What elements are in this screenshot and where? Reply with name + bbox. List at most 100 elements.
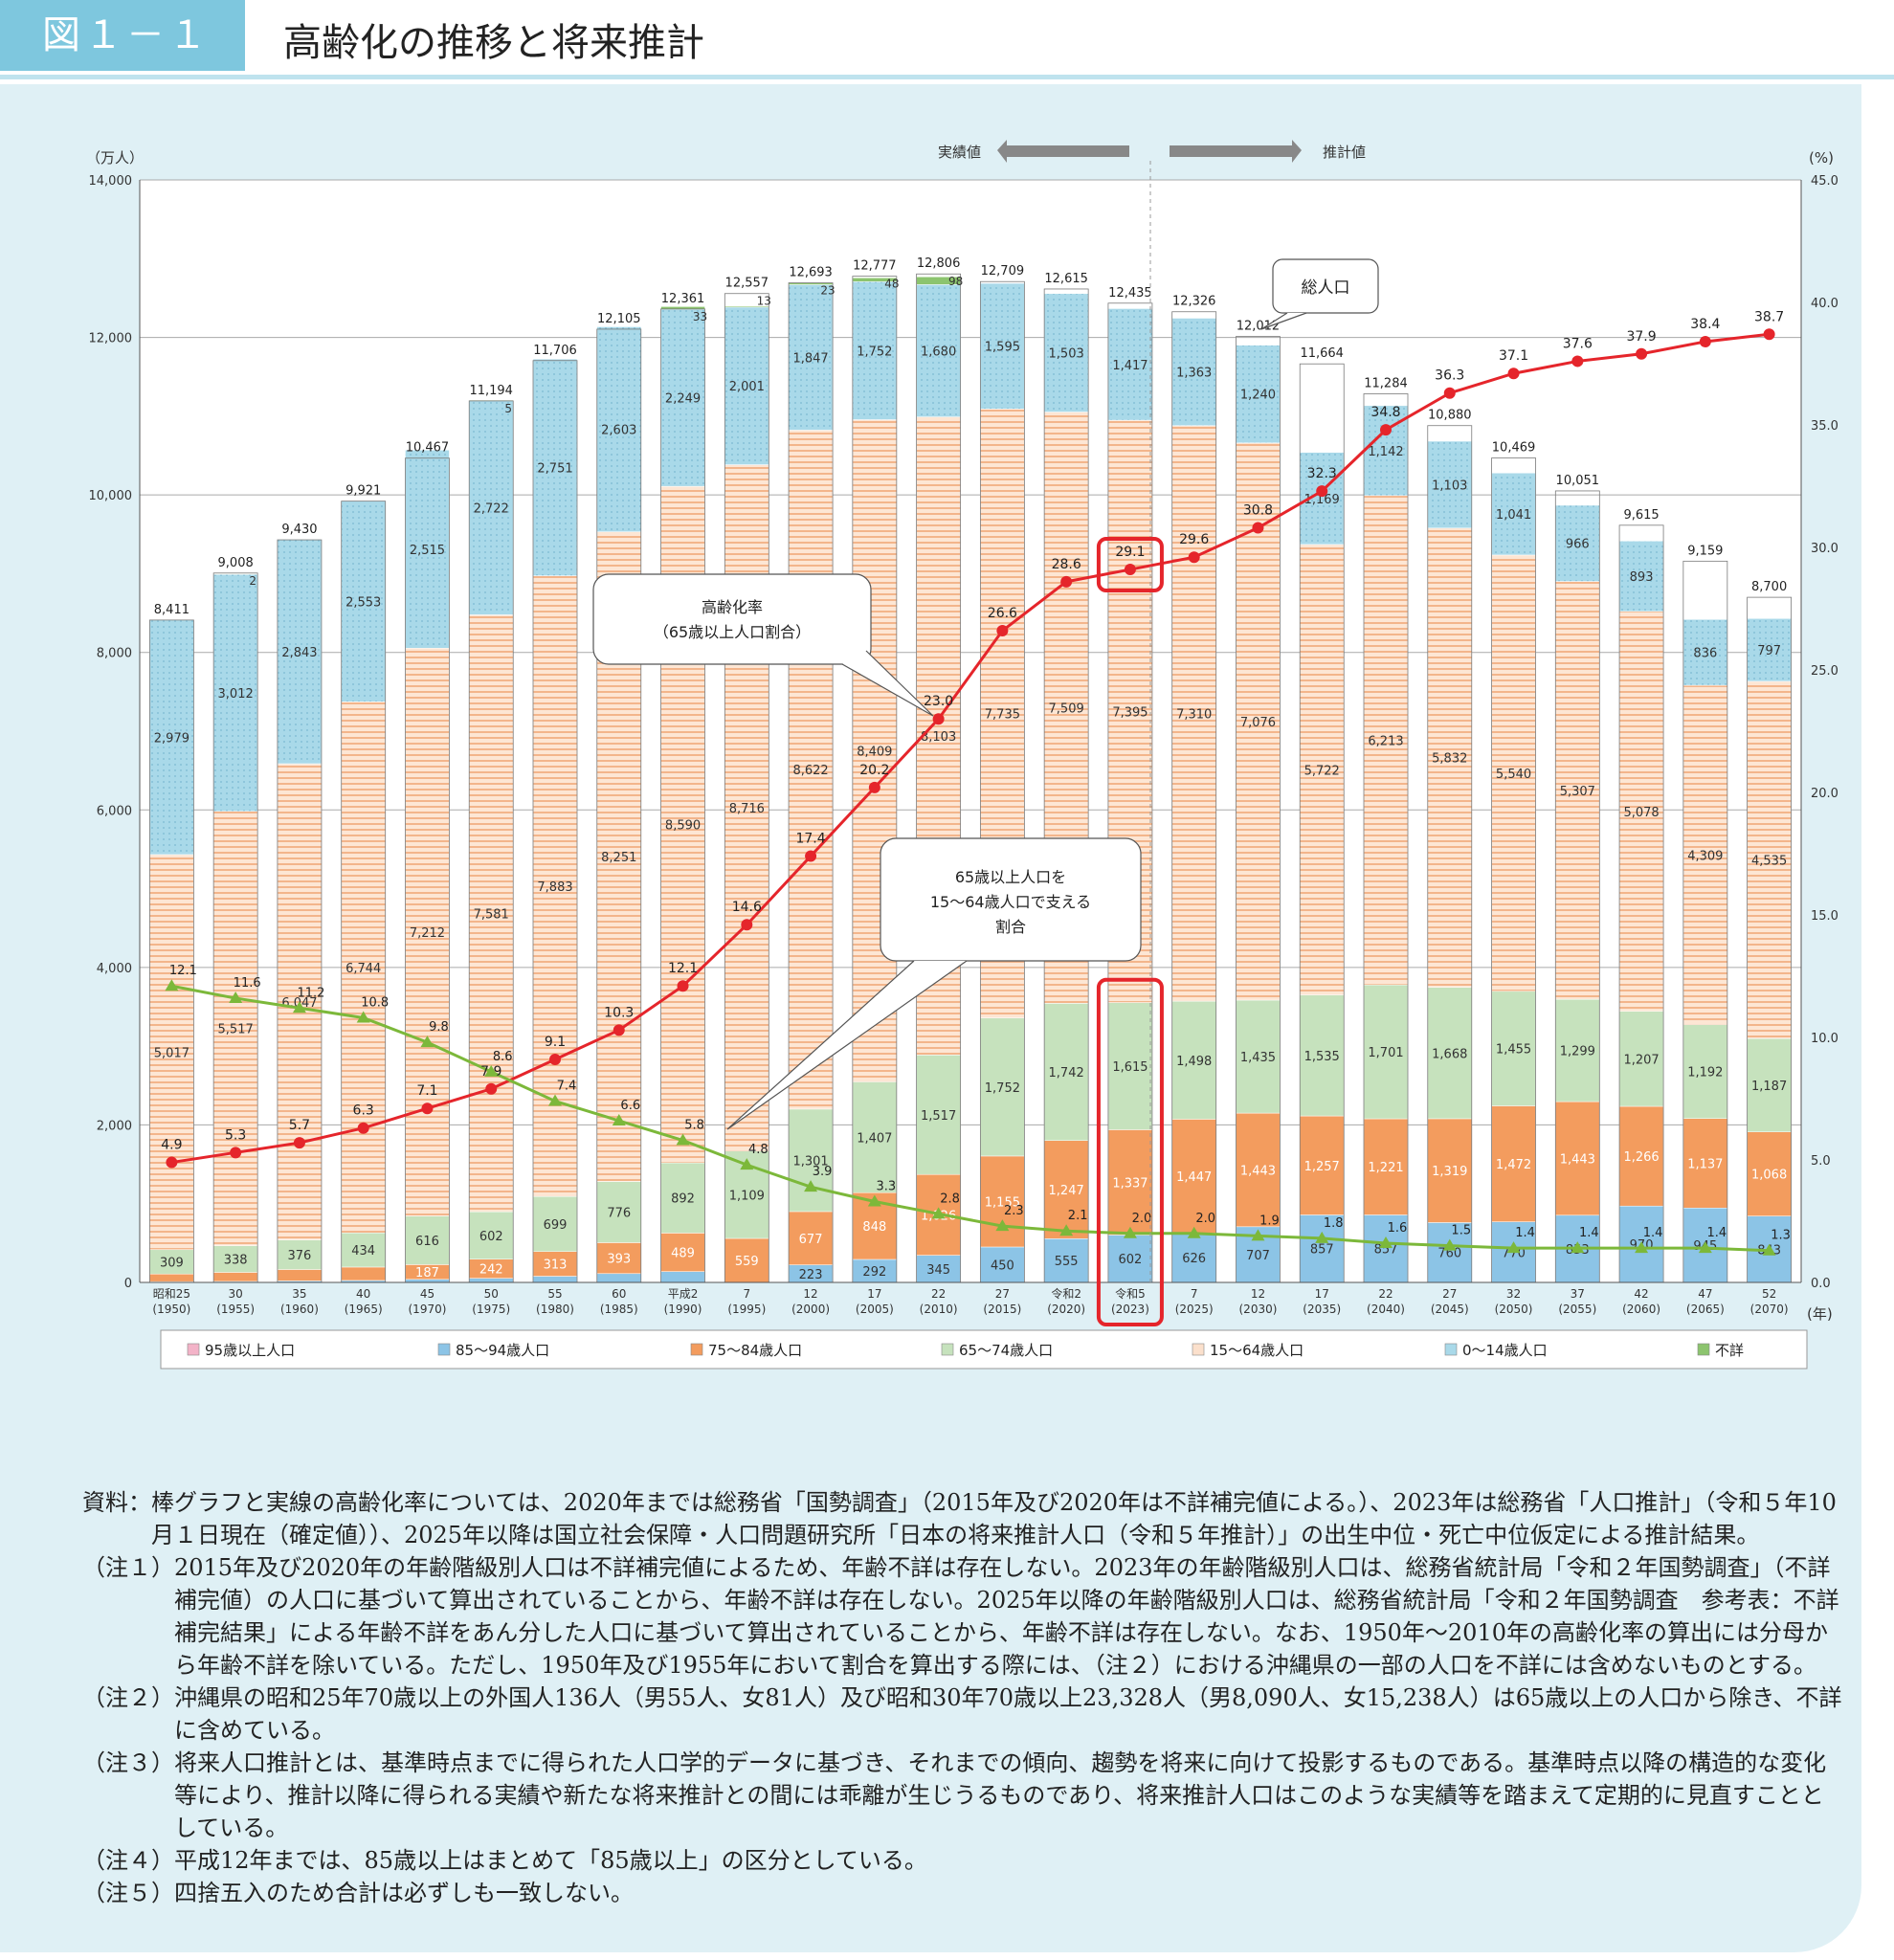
x-tick-year: (2023) (1111, 1303, 1149, 1316)
aging-rate-label: 30.8 (1243, 503, 1273, 519)
aging-rate-label: 36.3 (1435, 368, 1464, 384)
bar-value-label: 2,603 (601, 424, 636, 438)
bar-value-label: 309 (160, 1256, 184, 1270)
bar-value-label: 1,417 (1112, 359, 1148, 373)
bar-value-label: 1,503 (1049, 347, 1084, 362)
bar-value-label: 8,409 (857, 745, 892, 759)
x-tick-label: 17 (1315, 1287, 1329, 1301)
x-tick-year: (1980) (536, 1303, 574, 1316)
bar-value-label: 559 (735, 1255, 759, 1269)
aging-rate-point (932, 713, 945, 725)
bar-seg-75-84 (1555, 1101, 1600, 1216)
bar-seg-15-64 (1618, 611, 1664, 1012)
bar-value-label: 1,137 (1687, 1157, 1723, 1171)
aging-rate-label: 29.6 (1179, 532, 1209, 547)
bar-unknown-label: 48 (884, 278, 899, 291)
bar-value-label: 1,103 (1432, 479, 1467, 493)
aging-callout-line2: （65歳以上人口割合） (654, 623, 811, 641)
bar-value-label: 1,847 (792, 351, 828, 366)
support-ratio-point (292, 1001, 306, 1013)
legend-swatch (437, 1343, 451, 1356)
x-tick-label: 45 (420, 1287, 435, 1301)
legend-label: 不詳 (1715, 1342, 1744, 1359)
aging-rate-label: 9.1 (545, 1035, 566, 1050)
right-tick-label: 25.0 (1811, 664, 1838, 679)
support-ratio-label: 10.8 (361, 996, 389, 1011)
bar-value-label: 1,068 (1751, 1169, 1787, 1183)
aging-rate-point (1763, 328, 1775, 341)
bar-value-label: 1,192 (1687, 1066, 1723, 1080)
bar-value-label: 393 (607, 1253, 631, 1267)
figure-title: 高齢化の推移と将来推計 (283, 21, 704, 65)
bar-total-label: 12,806 (917, 256, 961, 271)
bar-value-label: 2,249 (665, 392, 701, 407)
total-callout-text: 総人口 (1302, 278, 1350, 298)
bar-seg-75-84 (341, 1266, 386, 1281)
bar-seg-0-14 (468, 400, 514, 615)
support-ratio-label: 8.6 (493, 1050, 513, 1064)
x-tick-year: (2020) (1047, 1303, 1085, 1316)
bar-total-label: 9,430 (281, 523, 317, 537)
arrow-right-icon (1170, 140, 1302, 163)
aging-rate-label: 37.9 (1626, 329, 1656, 345)
x-axis-unit: (年) (1807, 1305, 1833, 1323)
left-tick-label: 6,000 (97, 804, 132, 818)
x-tick-label: 22 (931, 1287, 946, 1301)
bar-value-label: 1,109 (729, 1189, 765, 1203)
bar-value-label: 2,722 (474, 501, 509, 516)
arrow-left-icon (997, 140, 1129, 163)
x-tick-label: 27 (995, 1287, 1010, 1301)
bar-value-label: 489 (671, 1247, 695, 1261)
bar-value-label: 345 (926, 1263, 950, 1278)
left-tick-label: 2,000 (97, 1119, 132, 1133)
x-tick-label: 7 (1191, 1287, 1198, 1301)
legend-label: 15〜64歳人口 (1210, 1342, 1304, 1359)
note-label: （注１） (82, 1554, 174, 1581)
bar-value-label: 616 (415, 1235, 439, 1249)
x-tick-year: (1960) (280, 1303, 319, 1316)
notes: 資料： 棒グラフと実線の高齢化率については、2020年までは総務省「国勢調査」（2… (82, 1486, 1843, 1909)
bar-seg-0-14 (1491, 473, 1536, 556)
bar-seg-85-94 (1043, 1238, 1089, 1283)
support-ratio-point (931, 1207, 946, 1219)
bar-value-label: 892 (671, 1192, 695, 1207)
support-callout-line3: 割合 (995, 918, 1026, 936)
right-tick-label: 35.0 (1811, 419, 1838, 434)
bar-seg-65-74 (1682, 1024, 1728, 1119)
bar-value-label: 1,363 (1176, 367, 1212, 381)
bar-value-label: 4,535 (1751, 854, 1787, 868)
support-ratio-line (171, 984, 1770, 1253)
support-ratio-point (484, 1064, 499, 1077)
note-item: （注２） 沖縄県の昭和25年70歳以上の外国人136人（男55人、女81人）及び昭… (82, 1682, 1843, 1747)
bar-seg-65-74 (277, 1239, 323, 1270)
bar-total-label: 9,615 (1623, 508, 1659, 523)
bar-seg-65-74 (1171, 1000, 1216, 1120)
support-ratio-point (1315, 1231, 1329, 1243)
aging-rate-label: 38.7 (1754, 309, 1784, 324)
bar-seg-15-64 (1747, 680, 1792, 1039)
support-ratio-point (1698, 1241, 1712, 1254)
bar-value-label: 797 (1757, 644, 1781, 658)
left-tick-label: 4,000 (97, 962, 132, 976)
bar-value-label: 313 (544, 1258, 568, 1273)
bar-value-label: 8,251 (601, 851, 636, 865)
support-ratio-label: 1.3 (1771, 1229, 1791, 1243)
support-ratio-point (1379, 1236, 1393, 1249)
bar-value-label: 376 (288, 1249, 312, 1263)
bar-seg-15-64 (405, 648, 450, 1216)
note-label: （注４） (82, 1847, 174, 1874)
left-tick-label: 0 (124, 1277, 132, 1291)
support-ratio-label: 2.1 (1068, 1209, 1088, 1223)
bar-seg-15-64 (1363, 495, 1409, 986)
legend-swatch (1697, 1343, 1710, 1356)
bar-value-label: 7,310 (1176, 707, 1212, 722)
support-callout-tail (726, 960, 968, 1130)
bar-value-label: 677 (799, 1233, 823, 1247)
bar-value-label: 1,752 (985, 1081, 1020, 1096)
bar-value-label: 1,701 (1368, 1046, 1403, 1060)
bar-seg-65-74 (660, 1162, 705, 1234)
bar-seg-0-14 (788, 284, 834, 431)
support-ratio-point (356, 1011, 370, 1023)
bar-seg-75-84 (149, 1273, 194, 1282)
bar-seg-15-64 (1427, 527, 1473, 988)
